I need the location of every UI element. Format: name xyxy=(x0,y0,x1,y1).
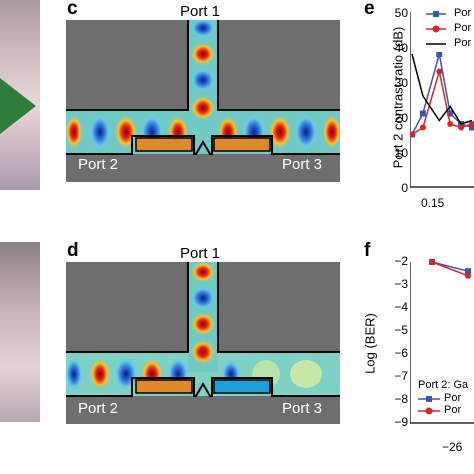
panel-letter-f: f xyxy=(364,240,371,261)
panel-e-plot xyxy=(410,12,474,188)
data-point xyxy=(436,68,443,75)
data-point xyxy=(458,124,465,131)
legend-label: Por xyxy=(454,37,472,49)
panel-e-ytick: 10 xyxy=(394,146,408,160)
panel-f-ytick: −7 xyxy=(394,369,408,383)
panel-f-ytick: −3 xyxy=(394,277,408,291)
legend-circle-marker xyxy=(426,25,446,33)
data-point xyxy=(436,51,443,57)
legend-title: Port 2: Ga xyxy=(418,379,469,391)
panel-f-ytick: −2 xyxy=(394,254,408,268)
data-point xyxy=(465,268,471,275)
axis-line xyxy=(410,12,474,188)
legend-label: Por xyxy=(444,404,462,416)
panel-d-port2-label: Port 2 xyxy=(78,400,119,417)
panel-f-plot xyxy=(410,259,474,424)
panel-d-field-map xyxy=(66,262,340,424)
panel-e-legend: Por Por Por xyxy=(424,6,474,52)
axis-line xyxy=(410,262,474,424)
panel-d-port1-label: Port 1 xyxy=(180,245,221,262)
data-point xyxy=(447,121,454,127)
panel-d-port3-label: Port 3 xyxy=(282,400,323,417)
panel-f-ytick: −8 xyxy=(394,392,408,406)
data-point xyxy=(447,110,454,117)
panel-f-ytick: −6 xyxy=(394,346,408,360)
panel-c-port3-label: Port 3 xyxy=(282,156,323,173)
legend-square-marker xyxy=(426,11,446,17)
data-point xyxy=(469,121,474,127)
panel-e-xtick: 0.15 xyxy=(421,196,445,210)
panel-e-ytick: 30 xyxy=(394,76,408,90)
legend-label: Por xyxy=(454,22,472,34)
data-point xyxy=(465,272,471,279)
legend-circle-marker xyxy=(418,407,440,415)
panel-letter-c: c xyxy=(67,0,78,19)
panel-e-ytick: 0 xyxy=(401,181,408,195)
green-prism-shape xyxy=(0,78,36,134)
panel-f-ytick: −9 xyxy=(394,415,408,429)
data-point xyxy=(419,110,426,117)
panel-letter-e: e xyxy=(364,0,375,19)
legend-label: Por xyxy=(444,392,462,404)
panel-c-port1-label: Port 1 xyxy=(180,3,221,20)
data-point xyxy=(410,131,415,138)
panel-f-ytick: −4 xyxy=(394,300,408,314)
panel-e-ytick: 20 xyxy=(394,111,408,125)
series-line-1 xyxy=(431,261,469,277)
data-point xyxy=(429,259,435,265)
data-point xyxy=(419,124,426,131)
legend-square-marker xyxy=(418,396,440,402)
panel-e-ytick: 40 xyxy=(394,41,408,55)
panel-c-field-map xyxy=(66,20,340,182)
legend-label: Por xyxy=(454,7,472,19)
panel-f-legend: Port 2: Ga Por Por xyxy=(414,378,474,416)
panel-e-ytick: 50 xyxy=(394,6,408,20)
series-line-2 xyxy=(411,53,473,125)
data-point xyxy=(469,124,474,131)
panel-f-xtick: −26 xyxy=(442,440,463,454)
panel-f-ylabel: Log (BER) xyxy=(362,313,378,374)
legend-line-marker xyxy=(426,43,446,45)
panel-f-ytick: −5 xyxy=(394,323,408,337)
panel-letter-d: d xyxy=(67,240,79,261)
photo-strip-bottom xyxy=(0,242,40,422)
panel-c-port2-label: Port 2 xyxy=(78,156,119,173)
